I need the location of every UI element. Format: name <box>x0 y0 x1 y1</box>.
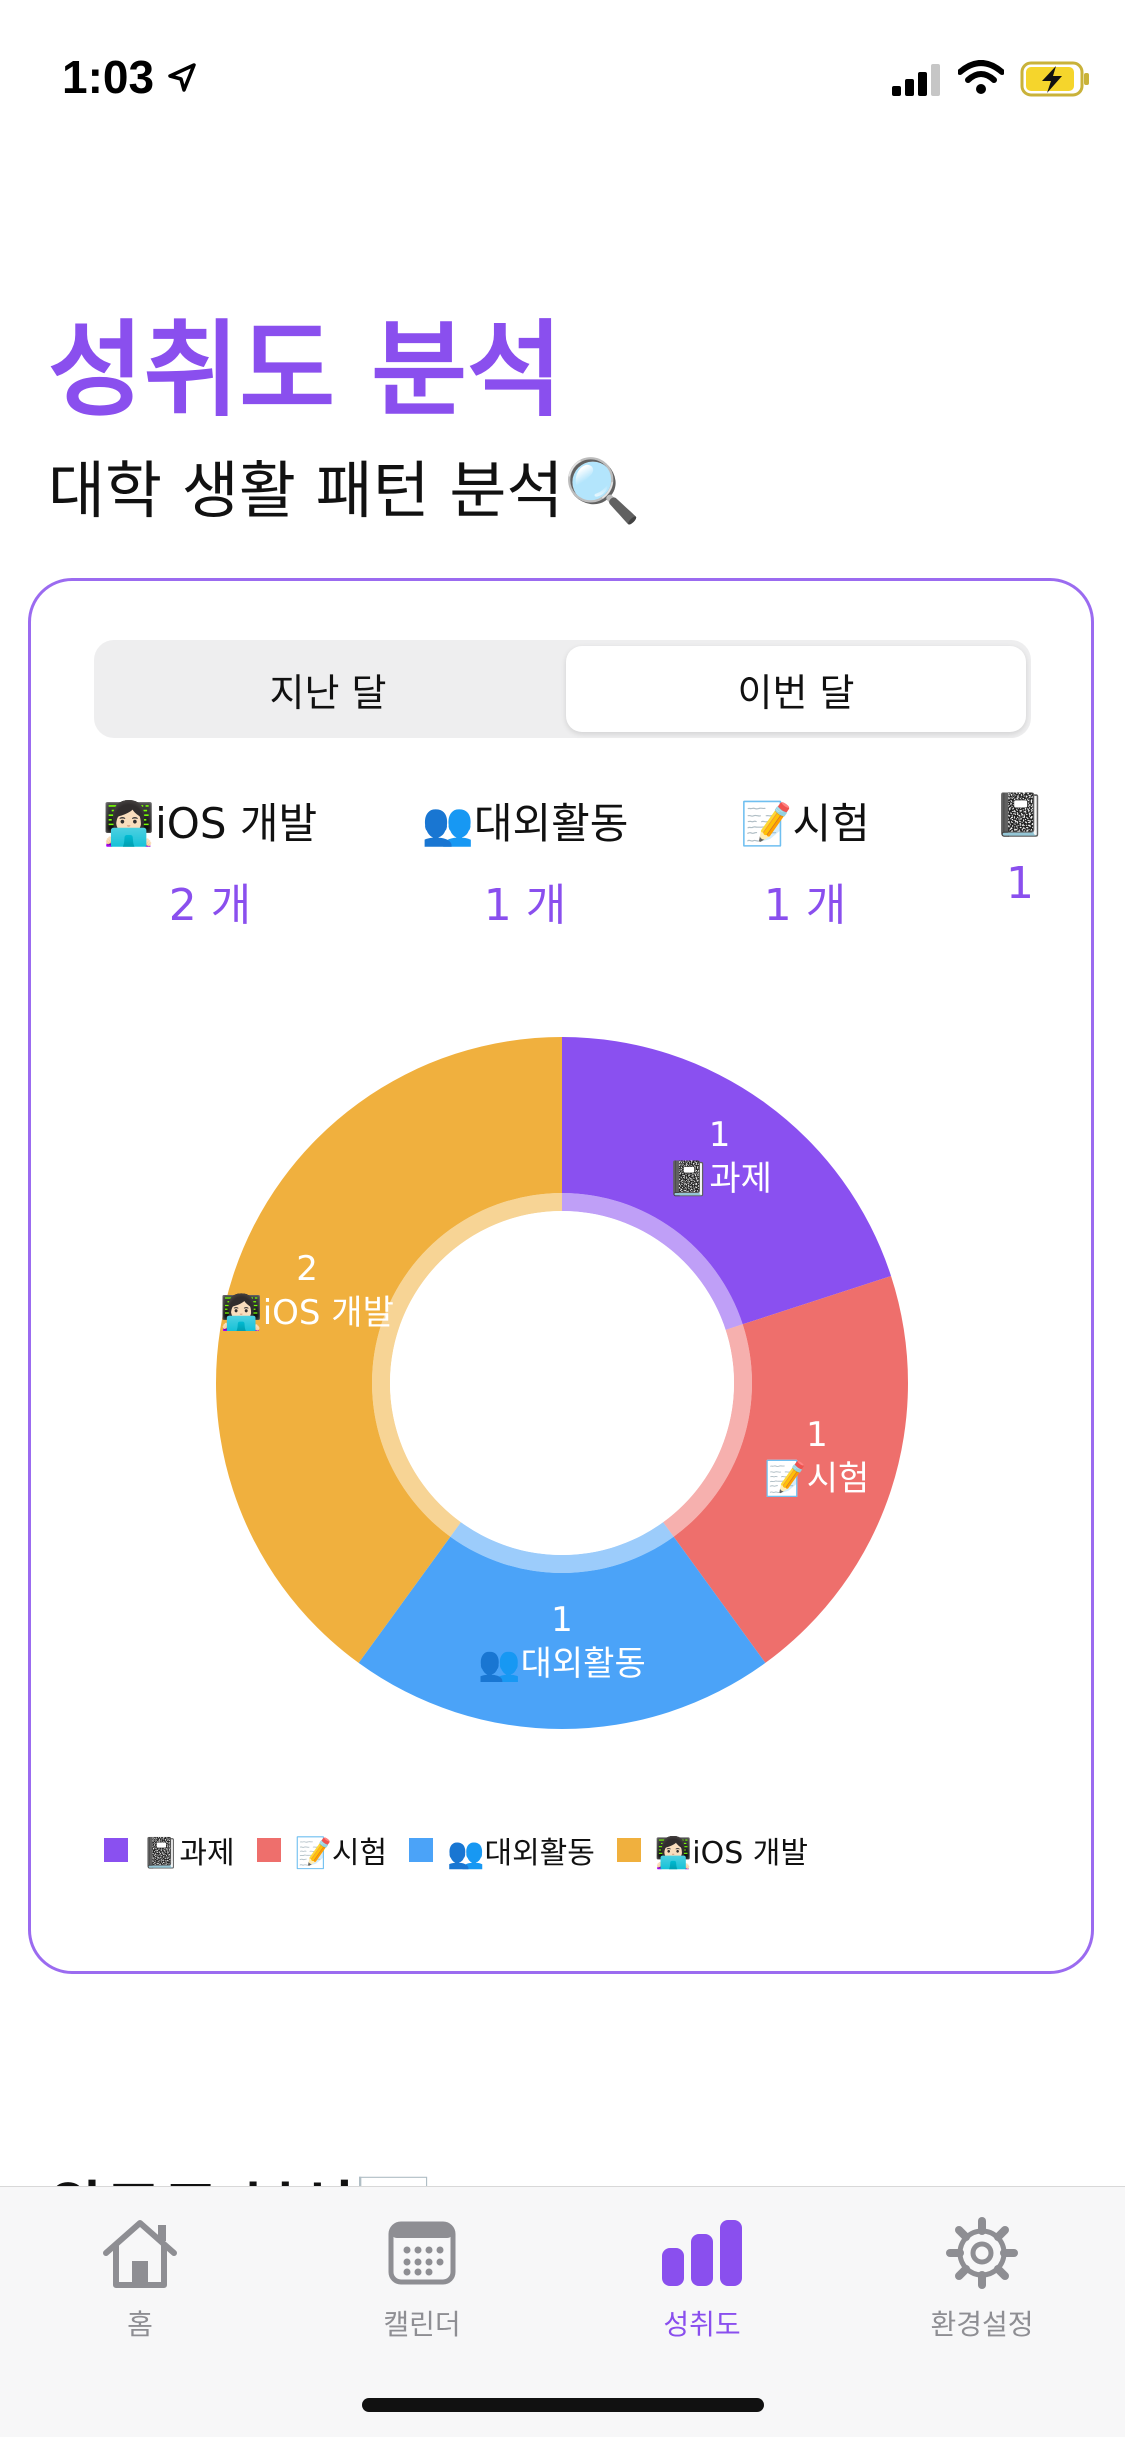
calendar-icon <box>387 2220 457 2286</box>
category-exam: 📝시험 1 개 <box>720 790 890 933</box>
category-activity: 👥대외활동 1 개 <box>410 790 640 933</box>
tab-label: 환경설정 <box>892 2303 1072 2343</box>
gear-icon <box>946 2217 1018 2289</box>
tab-label: 성취도 <box>612 2303 792 2343</box>
category-count: 1 <box>985 858 1055 909</box>
status-bar: 1:03 <box>0 0 1125 150</box>
category-label: 📓 <box>985 790 1055 840</box>
category-count: 2 개 <box>100 869 320 933</box>
chart-bar-icon <box>660 2220 744 2286</box>
category-ios: 👩🏻‍💻iOS 개발 2 개 <box>100 790 320 933</box>
slice-name-label: 📓과제 <box>667 1159 772 1199</box>
category-label: 👩🏻‍💻iOS 개발 <box>100 790 320 851</box>
tab-achievement[interactable]: 성취도 <box>612 2213 792 2343</box>
category-count: 1 개 <box>410 869 640 933</box>
home-indicator <box>362 2398 764 2412</box>
legend-label: 📝시험 <box>295 1828 388 1872</box>
legend-item: 👥대외활동 <box>409 1828 595 1872</box>
legend-swatch <box>617 1838 641 1862</box>
category-homework: 📓 1 <box>985 790 1055 909</box>
slice-value-label: 1 <box>551 1600 573 1640</box>
tab-settings[interactable]: 환경설정 <box>892 2213 1072 2343</box>
chart-legend: 📓과제 📝시험 👥대외활동 👩🏻‍💻iOS 개발 <box>104 1830 830 1870</box>
slice-value-label: 1 <box>806 1415 828 1455</box>
slice-name-label: 👩🏻‍💻iOS 개발 <box>220 1293 394 1333</box>
legend-item: 📝시험 <box>257 1828 388 1872</box>
legend-label: 👥대외활동 <box>447 1828 595 1872</box>
legend-swatch <box>104 1838 128 1862</box>
legend-item: 👩🏻‍💻iOS 개발 <box>617 1828 808 1872</box>
category-label: 📝시험 <box>720 790 890 851</box>
segment-last-month[interactable]: 지난 달 <box>98 646 558 732</box>
slice-name-label: 👥대외활동 <box>478 1644 645 1684</box>
legend-item: 📓과제 <box>104 1828 235 1872</box>
location-arrow-icon <box>166 62 198 94</box>
legend-label: 👩🏻‍💻iOS 개발 <box>655 1828 808 1872</box>
tab-bar: 홈 캘린더 성취도 <box>0 2186 1125 2437</box>
category-count: 1 개 <box>720 869 890 933</box>
tab-calendar[interactable]: 캘린더 <box>332 2213 512 2343</box>
legend-label: 📓과제 <box>142 1828 235 1872</box>
battery-charging-icon <box>1020 60 1092 98</box>
slice-value-label: 1 <box>709 1115 731 1155</box>
segment-this-month[interactable]: 이번 달 <box>566 646 1026 732</box>
page-subtitle: 대학 생활 패턴 분석🔍 <box>48 440 641 530</box>
slice-name-label: 📝시험 <box>764 1459 869 1499</box>
donut-center-hole <box>390 1211 734 1555</box>
home-icon <box>100 2217 180 2289</box>
wifi-icon <box>958 60 1004 96</box>
tab-home[interactable]: 홈 <box>50 2213 230 2343</box>
tab-label: 캘린더 <box>332 2303 512 2343</box>
category-summary-row: 👩🏻‍💻iOS 개발 2 개 👥대외활동 1 개 📝시험 1 개 📓 1 <box>0 790 1125 940</box>
cellular-signal-icon <box>892 64 944 96</box>
month-segmented-control: 지난 달 이번 달 <box>94 640 1031 738</box>
slice-value-label: 2 <box>296 1249 318 1289</box>
tab-label: 홈 <box>50 2303 230 2343</box>
legend-swatch <box>409 1838 433 1862</box>
page-title: 성취도 분석 <box>48 285 563 436</box>
category-label: 👥대외활동 <box>410 790 640 851</box>
status-time: 1:03 <box>62 50 154 104</box>
legend-swatch <box>257 1838 281 1862</box>
